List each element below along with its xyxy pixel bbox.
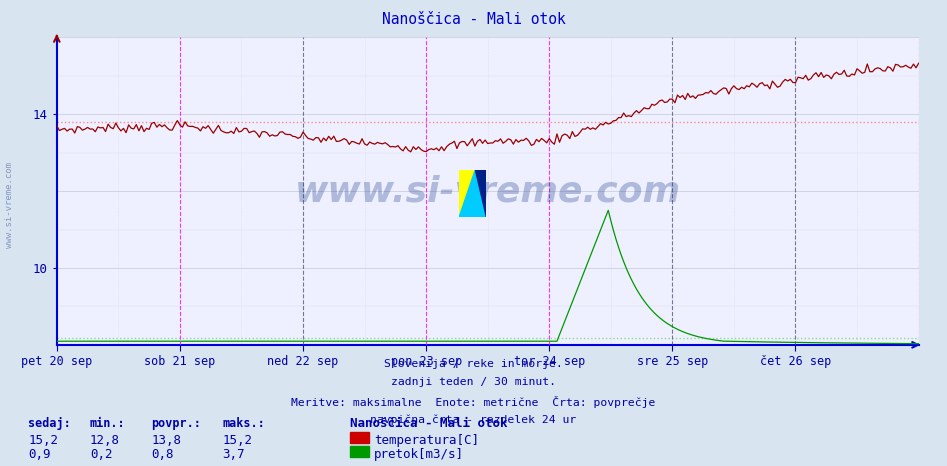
Text: www.si-vreme.com: www.si-vreme.com <box>5 162 14 248</box>
Text: zadnji teden / 30 minut.: zadnji teden / 30 minut. <box>391 377 556 387</box>
Polygon shape <box>459 170 486 217</box>
Text: 13,8: 13,8 <box>152 434 182 447</box>
Polygon shape <box>459 170 475 217</box>
Text: 0,9: 0,9 <box>28 448 51 461</box>
Text: maks.:: maks.: <box>223 417 265 430</box>
Text: www.si-vreme.com: www.si-vreme.com <box>295 174 681 208</box>
Text: Meritve: maksimalne  Enote: metrične  Črta: povprečje: Meritve: maksimalne Enote: metrične Črta… <box>292 396 655 408</box>
Polygon shape <box>475 170 486 217</box>
Text: 3,7: 3,7 <box>223 448 245 461</box>
Text: navpična črta - razdelek 24 ur: navpična črta - razdelek 24 ur <box>370 415 577 425</box>
Text: 15,2: 15,2 <box>223 434 253 447</box>
Text: pretok[m3/s]: pretok[m3/s] <box>374 448 464 461</box>
Text: povpr.:: povpr.: <box>152 417 202 430</box>
Text: Nanoščica - Mali otok: Nanoščica - Mali otok <box>350 417 508 430</box>
Text: temperatura[C]: temperatura[C] <box>374 434 479 447</box>
Text: 15,2: 15,2 <box>28 434 59 447</box>
Text: sedaj:: sedaj: <box>28 417 71 430</box>
Text: Nanoščica - Mali otok: Nanoščica - Mali otok <box>382 12 565 27</box>
Text: 0,8: 0,8 <box>152 448 174 461</box>
Text: 0,2: 0,2 <box>90 448 113 461</box>
Text: Slovenija / reke in morje.: Slovenija / reke in morje. <box>384 359 563 369</box>
Text: 12,8: 12,8 <box>90 434 120 447</box>
Text: min.:: min.: <box>90 417 126 430</box>
